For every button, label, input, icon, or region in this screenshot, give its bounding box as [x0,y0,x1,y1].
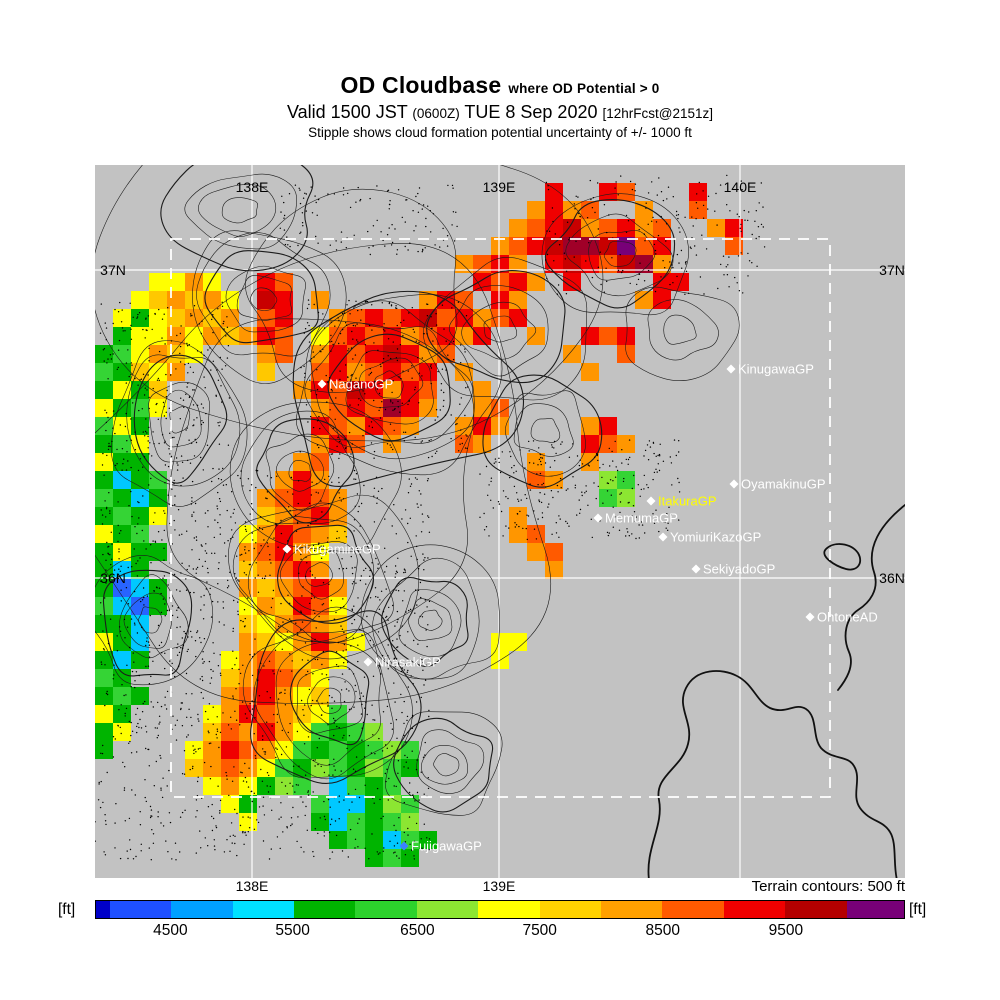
colorbar-segment [785,901,847,918]
waypoint-label: SekiyadoGP [703,562,775,577]
waypoint-marker [399,841,409,851]
waypoint-marker [729,479,739,489]
colorbar-segment [416,901,479,918]
colorbar-tick-label: 6500 [400,922,435,939]
waypoint: OhtoneAD [805,610,878,625]
colorbar-tick-label: 5500 [275,922,310,939]
waypoint: FujigawaGP [399,839,482,854]
waypoint-label: ItakuraGP [658,494,717,509]
valid-time-line: Valid 1500 JST (0600Z) TUE 8 Sep 2020 [1… [0,102,1000,123]
colorbar-tick-label: 9500 [768,922,804,939]
colorbar-segment [355,901,417,918]
colorbar-unit-right: [ft] [909,901,927,918]
colorbar-segment [293,901,356,918]
lon-label-top: 138E [236,179,269,195]
waypoint: NirasakiGP [363,655,441,670]
waypoint-label: KikugamineGP [294,542,381,557]
waypoint-marker [726,364,736,374]
waypoint-label: OyamakinuGP [741,477,826,492]
colorbar-segment [846,901,904,918]
colorbar-segment [96,901,110,918]
waypoint-label: NaganoGP [329,377,393,392]
lon-label-bottom: 138E [236,878,269,894]
terrain-contours [95,165,740,816]
valid-zulu: (0600Z) [412,106,460,121]
colorbar-segment [109,901,172,918]
graticule [95,165,905,878]
model-domain-outline [170,238,831,798]
chart-title: OD Cloudbase [340,72,502,98]
stipple-note: Stipple shows cloud formation potential … [308,125,692,140]
colorbar-tick-label: 7500 [522,922,557,939]
waypoint: KikugamineGP [282,542,381,557]
colorbar-segment [171,901,233,918]
waypoint: MemumaGP [593,511,678,526]
chart-title-note: where OD Potential > 0 [508,81,660,96]
waypoint-marker [282,544,292,554]
valid-date: TUE 8 Sep 2020 [464,102,598,122]
colorbar-tick-label: 4500 [153,922,188,939]
chart-header: OD Cloudbase where OD Potential > 0 Valid… [0,72,1000,140]
waypoint-marker [805,612,815,622]
waypoint-marker [593,513,603,523]
waypoint-label: YomiuriKazoGP [670,530,761,545]
lon-label-top: 139E [483,179,516,195]
colorbar-segment [478,901,540,918]
stipple-dots [95,174,766,861]
waypoint-label: FujigawaGP [411,839,482,854]
waypoint: YomiuriKazoGP [658,530,761,545]
chart-title-line: OD Cloudbase where OD Potential > 0 [0,72,1000,99]
waypoint-label: KinugawaGP [738,362,814,377]
waypoint-marker [691,564,701,574]
waypoint-marker [658,532,668,542]
colorbar-segment [232,901,294,918]
colorbar-segment [539,901,601,918]
waypoint: OyamakinuGP [729,477,826,492]
lat-label-right: 36N [879,570,905,586]
waypoint-label: NirasakiGP [375,655,441,670]
waypoint-marker [363,657,373,667]
waypoint-label: OhtoneAD [817,610,878,625]
colorbar-segment [662,901,724,918]
waypoint: ItakuraGP [646,494,717,509]
colorbar-segment [723,901,786,918]
lon-label-bottom: 139E [483,878,516,894]
colorbar-segment [600,901,663,918]
valid-time: Valid 1500 JST [286,102,408,122]
colorbar-ticks: 4500 5500 6500 7500 8500 9500 [95,922,905,940]
cloudbase-cells [95,183,743,867]
lon-label-top: 140E [724,179,757,195]
colorbar-bar [95,900,905,919]
forecast-init-tag: [12hrFcst@2151z] [602,106,714,121]
waypoint-marker [317,379,327,389]
lat-label-right: 37N [879,262,905,278]
terrain-contours-note: Terrain contours: 500 ft [752,878,906,895]
lat-label-left: 36N [100,570,126,586]
colorbar-unit-left: [ft] [58,901,76,918]
waypoint-marker [646,496,656,506]
waypoint: NaganoGP [317,377,393,392]
waypoint-label: MemumaGP [605,511,678,526]
waypoint: SekiyadoGP [691,562,775,577]
coastlines [647,504,905,878]
colorbar-tick-label: 8500 [645,922,681,939]
lat-label-left: 37N [100,262,126,278]
waypoint: KinugawaGP [726,362,814,377]
